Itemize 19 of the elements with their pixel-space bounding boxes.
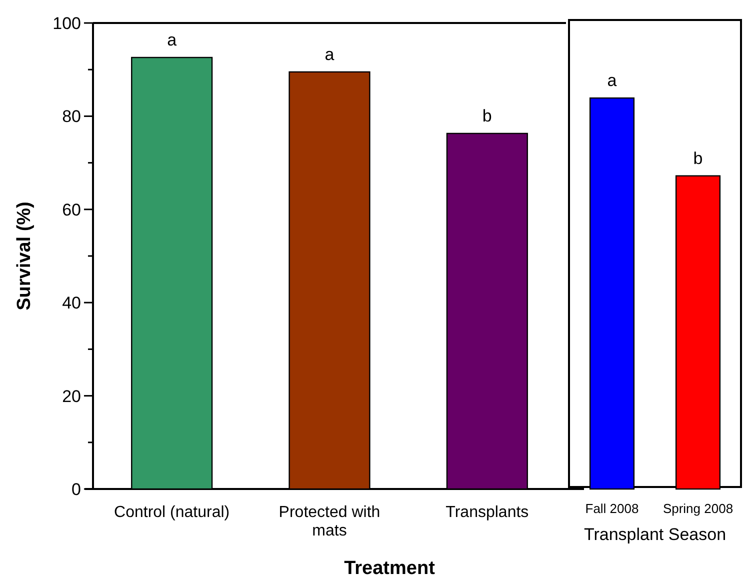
y-axis-title: Survival (%) bbox=[14, 202, 35, 310]
annotation: a bbox=[607, 71, 618, 90]
y-tick-label: 100 bbox=[52, 14, 81, 33]
x-tick-label: Transplants bbox=[446, 504, 529, 521]
x-axis-title: Transplant Season bbox=[584, 525, 726, 544]
x-axis-title: Treatment bbox=[344, 558, 436, 579]
annotation: a bbox=[167, 30, 178, 50]
x-tick-label: Spring 2008 bbox=[662, 501, 734, 516]
y-tick-label: 80 bbox=[62, 107, 81, 126]
annotation: a bbox=[324, 44, 335, 64]
annotation: b bbox=[693, 148, 703, 168]
x-tick-label: Protected with mats bbox=[278, 504, 380, 540]
y-tick-label: 0 bbox=[72, 480, 81, 499]
x-tick-label: Fall 2008 bbox=[585, 501, 639, 516]
y-tick-label: 20 bbox=[62, 386, 81, 406]
x-tick-label: Control (natural) bbox=[114, 504, 230, 521]
annotation: b bbox=[482, 106, 492, 126]
y-tick-label: 40 bbox=[62, 294, 81, 313]
y-tick-label: 60 bbox=[62, 200, 81, 220]
